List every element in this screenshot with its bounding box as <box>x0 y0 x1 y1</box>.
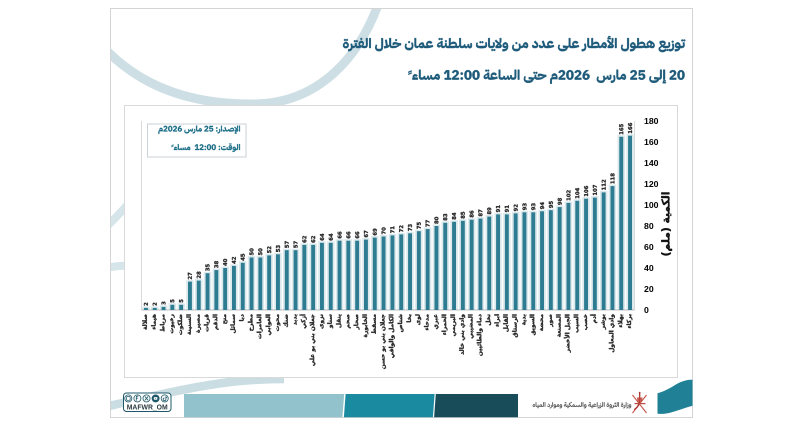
svg-text:MAFWR_OM: MAFWR_OM <box>127 402 168 411</box>
svg-text:120: 120 <box>644 179 659 189</box>
svg-text:0: 0 <box>644 305 649 315</box>
svg-text:160: 160 <box>644 137 659 147</box>
svg-text:40: 40 <box>644 263 654 273</box>
svg-text:20: 20 <box>644 284 654 294</box>
svg-text:60: 60 <box>644 242 654 252</box>
svg-text:100: 100 <box>644 200 659 210</box>
svg-text:180: 180 <box>644 116 659 126</box>
svg-text:140: 140 <box>644 158 659 168</box>
svg-text:80: 80 <box>644 221 654 231</box>
